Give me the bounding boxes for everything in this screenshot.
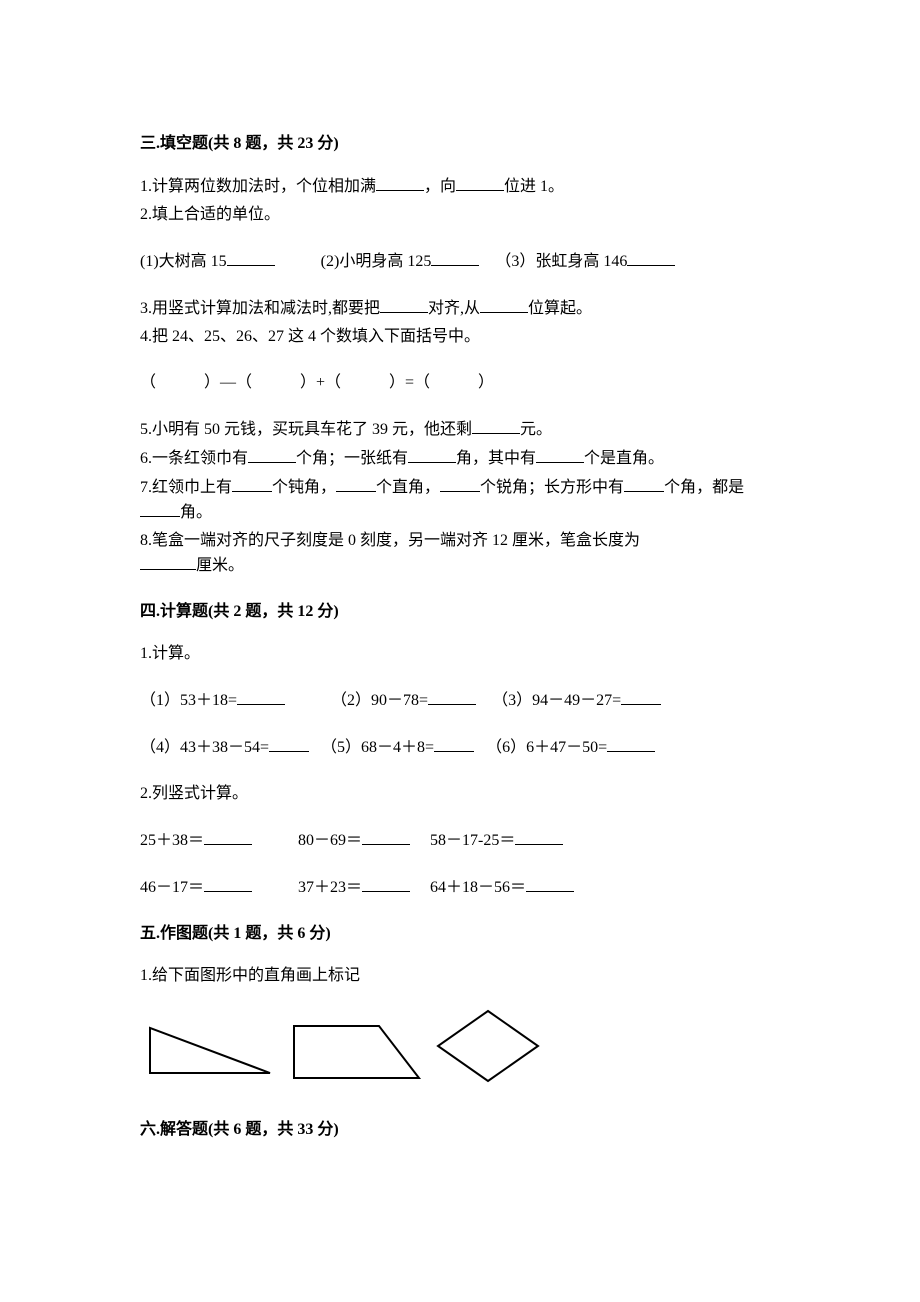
text: 个是直角。 [584,450,664,467]
section-5-title: 五.作图题(共 1 题，共 6 分) [140,922,780,946]
text: 1.计算两位数加法时，个位相加满 [140,178,376,195]
blank[interactable] [140,500,180,517]
section-3-title: 三.填空题(共 8 题，共 23 分) [140,132,780,156]
blank[interactable] [428,688,476,705]
worksheet-page: 三.填空题(共 8 题，共 23 分) 1.计算两位数加法时，个位相加满 ，向 位进… [0,0,920,1302]
text: 位算起。 [528,300,592,317]
text: （6）6＋47－50= [486,739,607,756]
text: 角，其中有 [456,450,536,467]
text: 元。 [520,421,552,438]
text: 6.一条红领巾有 [140,450,248,467]
text: 37＋23＝ [298,879,362,896]
text: 厘米。 [196,557,244,574]
text: 7.红领巾上有 [140,479,232,496]
text: 个锐角；长方形中有 [480,479,624,496]
text: （3）张虹身高 146 [495,253,627,270]
trapezoid-polygon [294,1026,419,1078]
text: ，向 [424,178,456,195]
s3-q1: 1.计算两位数加法时，个位相加满 ，向 位进 1。 [140,174,780,199]
text: （2）90－78= [331,692,428,709]
blank[interactable] [480,296,528,313]
blank[interactable] [627,249,675,266]
blank[interactable] [434,735,474,752]
blank[interactable] [621,688,661,705]
diamond-polygon [438,1011,538,1081]
diamond-shape [433,1006,548,1088]
blank[interactable] [607,735,655,752]
text: （3）94－49－27= [492,692,621,709]
text: （1）53＋18= [140,692,237,709]
blank[interactable] [456,174,504,191]
text: 25＋38＝ [140,832,204,849]
blank[interactable] [526,875,574,892]
text: (1)大树高 15 [140,253,227,270]
blank[interactable] [269,735,309,752]
text: 5.小明有 50 元钱，买玩具车花了 39 元，他还剩 [140,421,472,438]
blank[interactable] [336,475,376,492]
blank[interactable] [204,875,252,892]
blank[interactable] [408,446,456,463]
s3-q5: 5.小明有 50 元钱，买玩具车花了 39 元，他还剩 元。 [140,417,780,442]
right-triangle-shape [140,1018,280,1088]
blank[interactable] [515,828,563,845]
text: 个角，都是 [664,479,744,496]
blank[interactable] [376,174,424,191]
blank[interactable] [237,688,285,705]
blank[interactable] [362,875,410,892]
blank[interactable] [140,553,196,570]
s4-q2-row2: 46－17＝ 37＋23＝ 64＋18－56＝ [140,875,780,900]
s4-q2: 2.列竖式计算。 [140,782,780,806]
blank[interactable] [362,828,410,845]
s3-q3: 3.用竖式计算加法和减法时,都要把 对齐,从 位算起。 [140,296,780,321]
blank[interactable] [624,475,664,492]
blank[interactable] [472,417,520,434]
s3-q7: 7.红领巾上有 个钝角， 个直角， 个锐角；长方形中有 个角，都是角。 [140,475,780,525]
s3-q4: 4.把 24、25、26、27 这 4 个数填入下面括号中。 [140,325,780,349]
s4-q1-row1: （1）53＋18= （2）90－78= （3）94－49－27= [140,688,780,713]
s4-q1-row2: （4）43＋38－54= （5）68－4＋8= （6）6＋47－50= [140,735,780,760]
s3-q2-items: (1)大树高 15 (2)小明身高 125 （3）张虹身高 146 [140,249,780,274]
s5-q1: 1.给下面图形中的直角画上标记 [140,964,780,988]
text: 个角；一张纸有 [296,450,408,467]
text: 对齐,从 [428,300,480,317]
text: 8.笔盒一端对齐的尺子刻度是 0 刻度，另一端对齐 12 厘米，笔盒长度为 [140,532,640,549]
s4-q1: 1.计算。 [140,642,780,666]
s3-q8: 8.笔盒一端对齐的尺子刻度是 0 刻度，另一端对齐 12 厘米，笔盒长度为 厘米… [140,529,780,578]
text: 46－17＝ [140,879,204,896]
s4-q2-row1: 25＋38＝ 80－69＝ 58－17-25＝ [140,828,780,853]
blank[interactable] [380,296,428,313]
blank[interactable] [227,249,275,266]
text: 位进 1。 [504,178,564,195]
s3-q4-expr: （ ）—（ ）+（ ）=（ ） [140,371,780,395]
text: 64＋18－56＝ [430,879,526,896]
s3-q6: 6.一条红领巾有 个角；一张纸有 角，其中有 个是直角。 [140,446,780,471]
blank[interactable] [248,446,296,463]
text: 3.用竖式计算加法和减法时,都要把 [140,300,380,317]
text: 80－69＝ [298,832,362,849]
text: （4）43＋38－54= [140,739,269,756]
right-trapezoid-shape [284,1018,429,1088]
text: (2)小明身高 125 [321,253,432,270]
blank[interactable] [232,475,272,492]
text: 个直角， [376,479,440,496]
text: 角。 [180,504,212,521]
text: （5）68－4＋8= [321,739,434,756]
blank[interactable] [431,249,479,266]
s3-q2: 2.填上合适的单位。 [140,203,780,227]
blank[interactable] [536,446,584,463]
shapes-row [140,1006,780,1096]
section-4-title: 四.计算题(共 2 题，共 12 分) [140,600,780,624]
blank[interactable] [440,475,480,492]
triangle-polygon [150,1028,270,1073]
blank[interactable] [204,828,252,845]
section-6-title: 六.解答题(共 6 题，共 33 分) [140,1118,780,1142]
text: 58－17-25＝ [430,832,515,849]
text: 个钝角， [272,479,336,496]
